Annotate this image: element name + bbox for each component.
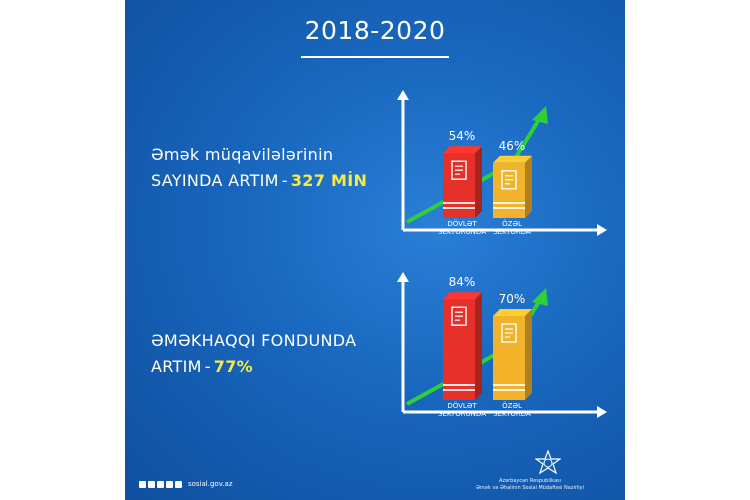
section-label-text: ARTIM — [151, 357, 202, 376]
category-label: SEKTORDA — [493, 410, 531, 418]
y-axis-arrow-icon — [397, 90, 409, 100]
x-axis-arrow-icon — [597, 406, 607, 418]
bar-stripe — [443, 207, 475, 209]
bar-value-label: 46% — [499, 139, 526, 153]
section-label-line1: ƏMƏKHAQQI FONDUNDA — [151, 331, 357, 350]
trend-arrow-icon — [532, 106, 548, 124]
bar-value-label: 70% — [499, 292, 526, 306]
ministry-emblem-icon — [535, 450, 561, 475]
bar-stripe — [443, 384, 475, 386]
bar-side — [475, 292, 482, 400]
trend-line — [406, 116, 542, 224]
bar-stripe — [443, 389, 475, 391]
page-title: 2018-2020 — [304, 16, 446, 45]
bar-value-label: 54% — [449, 129, 476, 143]
bar-side — [525, 155, 532, 218]
bar-stripe — [443, 202, 475, 204]
section-label-line1: Əmək müqavilələrinin — [151, 145, 334, 164]
document-icon — [451, 160, 467, 180]
ministry-name: Azərbaycan Respublikası Əmək və Əhalinin… — [455, 478, 605, 492]
section-label-contracts: Əmək müqavilələrinin SAYINDA ARTIM -327 M… — [151, 142, 367, 194]
facebook-icon[interactable] — [139, 480, 146, 488]
section-label-dash: - — [204, 357, 211, 376]
section-label-line2: SAYINDA ARTIM -327 MİN — [151, 168, 367, 194]
bar-value-label: 84% — [449, 275, 476, 289]
bar-stripe — [493, 202, 525, 204]
category-label: ÖZƏL — [502, 219, 522, 228]
youtube-icon[interactable] — [175, 480, 182, 488]
section-label-dash: - — [281, 171, 288, 190]
document-icon — [501, 323, 517, 343]
section-label-wagefund: ƏMƏKHAQQI FONDUNDA ARTIM -77% — [151, 328, 356, 380]
bar-top — [493, 309, 532, 316]
category-label: SEKTORDA — [493, 228, 531, 236]
category-label: DÖVLƏT — [447, 401, 477, 410]
bar-top — [443, 146, 482, 154]
title-underline — [301, 56, 449, 58]
bar-side — [475, 146, 482, 218]
document-icon — [501, 170, 517, 190]
category-label: DÖVLƏT — [447, 219, 477, 228]
bar-stripe — [493, 207, 525, 209]
section-label-line2: ARTIM -77% — [151, 354, 356, 380]
y-axis-arrow-icon — [397, 272, 409, 282]
infographic-panel: 2018-2020 Əmək müqavilələrinin SAYINDA A… — [125, 0, 625, 500]
bar-top — [493, 155, 532, 163]
bar-top — [443, 292, 482, 300]
x-axis-arrow-icon — [597, 224, 607, 236]
twitter-icon[interactable] — [166, 480, 173, 488]
ministry-name-line2: Əmək və Əhalinin Sosial Müdafiəsi Nazirl… — [475, 485, 585, 491]
website-link[interactable]: sosial.gov.az — [188, 480, 233, 488]
youtube-icon[interactable] — [157, 480, 164, 488]
section-label-highlight: 77% — [213, 357, 253, 376]
bar-stripe — [493, 384, 525, 386]
bar-side — [525, 309, 532, 400]
category-label: SEKTORUNDA — [438, 228, 486, 236]
document-icon — [451, 306, 467, 326]
bar-stripe — [493, 389, 525, 391]
section-label-highlight: 327 MİN — [290, 171, 368, 190]
ministry-name-line1: Azərbaycan Respublikası — [498, 478, 562, 484]
category-label: SEKTORUNDA — [438, 410, 486, 418]
social-footer: sosial.gov.az — [139, 480, 233, 488]
section-label-text: SAYINDA ARTIM — [151, 171, 279, 190]
category-label: ÖZƏL — [502, 401, 522, 410]
trend-arrow-icon — [532, 288, 548, 306]
instagram-icon[interactable] — [148, 480, 155, 488]
